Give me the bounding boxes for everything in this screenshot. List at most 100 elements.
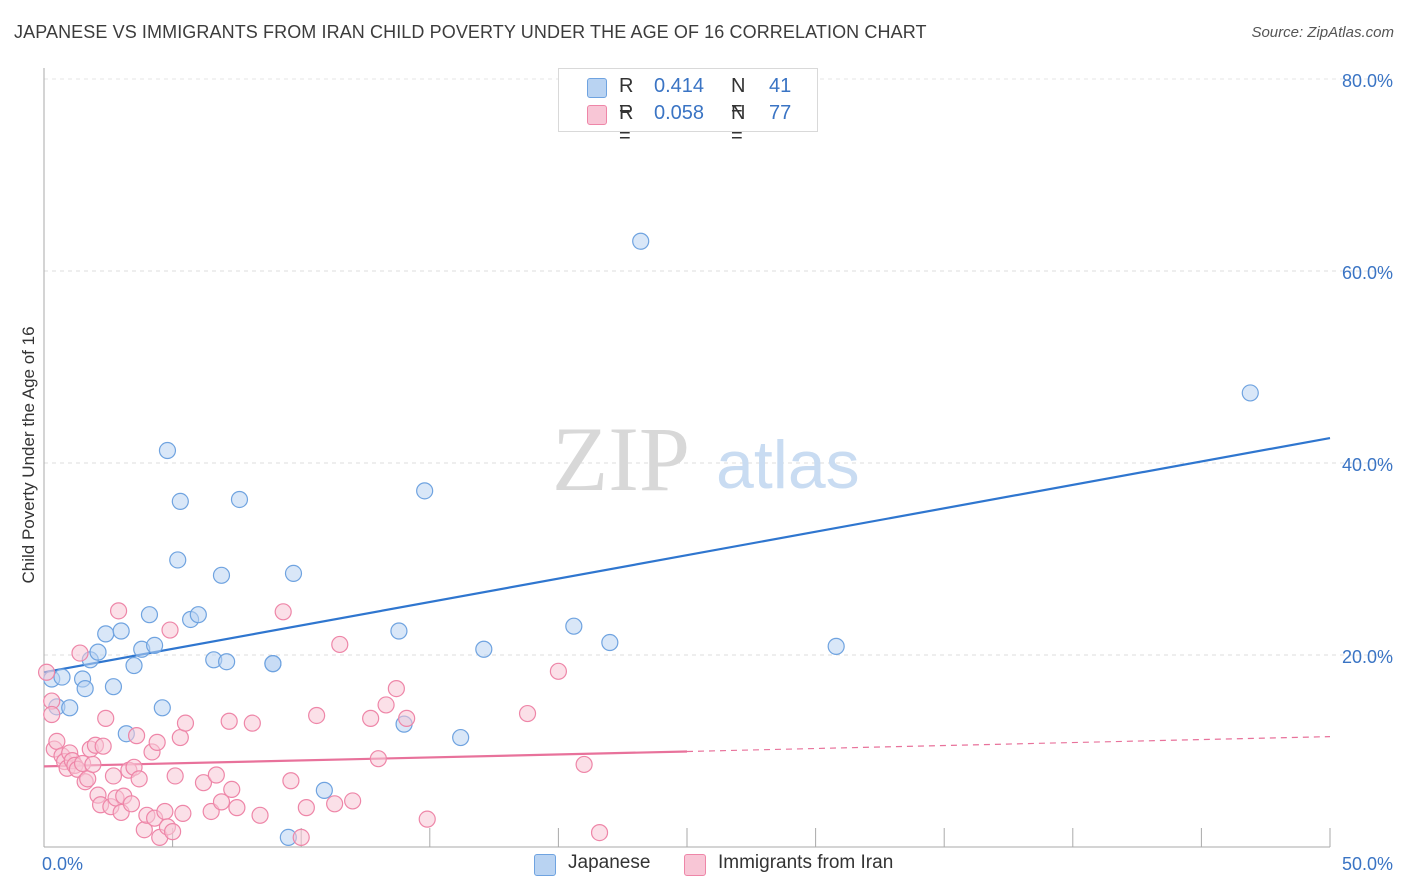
point-iran: [344, 792, 362, 810]
point-iran: [174, 804, 192, 823]
point-iran: [212, 793, 231, 811]
point-iran: [243, 714, 261, 732]
y-tick-label: 80.0%: [1342, 71, 1393, 91]
point-japanese: [212, 566, 231, 584]
y-tick-label: 40.0%: [1342, 455, 1393, 475]
tick-labels: 20.0% 40.0% 60.0% 80.0% 0.0% 50.0%: [42, 71, 1393, 874]
point-iran: [166, 767, 184, 785]
point-iran: [176, 714, 195, 732]
legend-swatch-iran: [587, 105, 607, 125]
point-japanese: [284, 564, 303, 583]
legend-n-label: N =: [731, 75, 746, 120]
point-japanese: [218, 653, 236, 671]
point-iran: [575, 755, 593, 774]
point-iran: [84, 755, 102, 774]
point-iran: [127, 727, 146, 745]
point-iran: [297, 799, 315, 817]
point-iran: [122, 795, 141, 813]
point-iran: [369, 750, 387, 768]
point-iran: [156, 802, 174, 821]
point-japanese: [565, 617, 583, 635]
y-tick-label: 60.0%: [1342, 263, 1393, 283]
legend-swatch-japanese: [587, 78, 607, 98]
point-iran: [109, 602, 128, 620]
point-iran: [43, 705, 61, 724]
point-iran: [94, 737, 112, 755]
point-iran: [220, 712, 238, 730]
point-iran: [377, 696, 395, 714]
legend-r-value: 0.058: [654, 102, 705, 124]
point-iran: [171, 728, 189, 747]
point-japanese: [104, 678, 123, 696]
point-japanese: [53, 668, 71, 686]
point-japanese: [452, 728, 470, 747]
trend-lines: [43, 436, 1331, 768]
bottom-legend-swatch-japanese: [534, 854, 556, 876]
point-iran: [37, 663, 56, 681]
point-japanese: [416, 482, 434, 500]
y-tick-label: 20.0%: [1342, 647, 1393, 667]
point-iran: [130, 770, 148, 788]
legend-r-label: R =: [619, 75, 634, 120]
point-iran: [48, 732, 66, 751]
point-iran: [331, 635, 349, 654]
point-japanese: [145, 636, 164, 655]
point-japanese: [89, 643, 107, 661]
point-iran: [398, 709, 416, 727]
point-iran: [549, 662, 568, 680]
legend: R = 0.414 N = 41 R = 0.058 N = 77: [558, 68, 818, 147]
point-iran: [148, 733, 166, 751]
chart-title: JAPANESE VS IMMIGRANTS FROM IRAN CHILD P…: [14, 22, 927, 42]
point-japanese: [601, 633, 619, 652]
point-iran: [590, 823, 609, 842]
legend-r-value: 0.414: [654, 75, 705, 97]
point-japanese: [189, 606, 207, 624]
point-japanese: [61, 699, 79, 717]
x-tick-label: 0.0%: [42, 854, 83, 874]
point-iran: [362, 709, 380, 727]
legend-n-label: N =: [731, 102, 746, 147]
point-iran: [104, 767, 123, 785]
point-iran: [97, 709, 115, 727]
point-iran: [326, 795, 344, 813]
point-japanese: [171, 492, 189, 510]
point-japanese: [76, 679, 94, 698]
point-iran: [228, 799, 246, 817]
point-iran: [164, 823, 182, 841]
point-japanese: [125, 656, 143, 675]
point-iran: [194, 774, 213, 792]
point-iran: [387, 679, 405, 698]
point-iran: [223, 780, 241, 799]
trend-line-japanese: [43, 436, 1331, 674]
point-iran: [418, 810, 436, 828]
point-japanese: [315, 781, 333, 799]
point-japanese: [169, 551, 187, 569]
bottom-legend-swatch-iran: [684, 854, 706, 876]
point-japanese: [827, 637, 845, 655]
point-japanese: [1241, 384, 1259, 402]
watermark-atlas: atlas: [716, 427, 860, 503]
point-japanese: [158, 441, 177, 460]
point-iran: [207, 766, 225, 784]
point-japanese: [632, 232, 650, 250]
point-japanese: [264, 655, 282, 673]
point-iran: [292, 828, 310, 847]
point-iran: [161, 621, 179, 639]
point-japanese: [112, 622, 130, 640]
bottom-legend-label-japanese: Japanese: [568, 852, 651, 873]
source-label: Source: ZipAtlas.com: [1251, 24, 1394, 41]
x-tick-label: 50.0%: [1342, 854, 1393, 874]
point-iran: [71, 644, 89, 662]
point-iran: [251, 806, 269, 824]
data-points: [37, 232, 1259, 847]
y-axis-label: Child Poverty Under the Age of 16: [19, 326, 38, 583]
point-iran: [518, 704, 537, 723]
point-japanese: [153, 699, 171, 717]
point-iran: [308, 706, 326, 725]
point-japanese: [140, 606, 159, 624]
legend-n-value: 77: [769, 102, 792, 124]
legend-n-value: 41: [769, 75, 792, 97]
point-japanese: [390, 622, 408, 640]
legend-r-label: R =: [619, 102, 634, 147]
